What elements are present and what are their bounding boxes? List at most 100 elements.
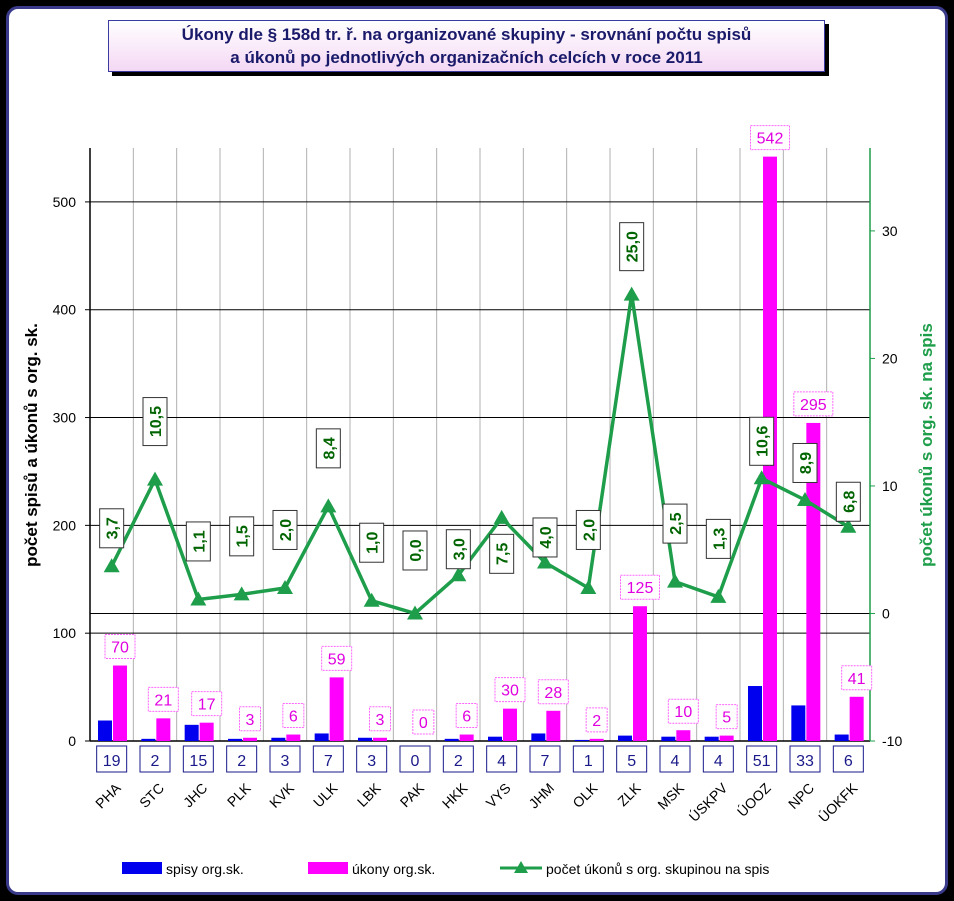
right-tick-label: 30 (882, 223, 898, 239)
ukony-label-box (369, 706, 391, 732)
ratio-marker (233, 586, 250, 601)
ratio-marker (103, 558, 120, 573)
spisy-value-label: 6 (844, 753, 853, 770)
ratio-value-label: 1,0 (365, 532, 382, 554)
bar-ukony (459, 734, 474, 741)
category-label: JHM (525, 780, 557, 812)
ukony-label-box (494, 677, 526, 703)
spisy-label-box (529, 745, 561, 773)
ukony-value-label: 542 (757, 131, 784, 148)
spisy-value-label: 2 (454, 753, 463, 770)
ukony-value-label: 295 (800, 397, 827, 414)
category-label: VYS (483, 780, 514, 811)
bar-ukony (156, 718, 171, 741)
category-label: ZLK (614, 779, 644, 809)
bar-ukony (589, 738, 604, 741)
ukony-value-label: 5 (722, 710, 731, 727)
bar-spisy (748, 686, 762, 741)
ratio-value-label: 6,8 (841, 491, 858, 513)
bar-ukony (719, 735, 734, 741)
category-label: LBK (354, 779, 384, 809)
bar-spisy (791, 705, 806, 741)
ukony-value-label: 59 (328, 651, 346, 668)
ratio-value-label: 2,0 (278, 519, 295, 541)
spisy-value-label: 4 (671, 753, 680, 770)
category-label: KVK (266, 779, 298, 811)
ukony-label-box (282, 703, 305, 729)
spisy-value-label: 4 (714, 753, 723, 770)
category-label: PAK (397, 779, 428, 810)
ukony-label-box (455, 703, 478, 729)
left-tick-label: 100 (53, 625, 77, 641)
ratio-marker (147, 471, 163, 486)
ratio-marker (363, 592, 380, 607)
category-label: ULK (310, 779, 341, 810)
ratio-value-label: 1,5 (235, 525, 252, 547)
left-axis-title: počet spisů a úkonů s org. sk. (22, 323, 41, 567)
spisy-value-label: 3 (281, 753, 290, 770)
bar-spisy (574, 739, 589, 741)
ratio-label-box (402, 530, 428, 571)
ratio-label-box (272, 509, 298, 550)
spisy-label-box (139, 745, 171, 773)
ukony-value-label: 2 (592, 713, 601, 730)
spisy-label-box (312, 745, 344, 773)
ratio-label-box (489, 533, 515, 574)
spisy-value-label: 15 (189, 753, 207, 770)
ratio-marker (450, 567, 467, 582)
spisy-value-label: 1 (584, 753, 593, 770)
bar-ukony (286, 734, 301, 741)
ratio-marker (493, 509, 510, 524)
bar-spisy (184, 724, 199, 741)
bar-spisy (358, 737, 372, 741)
bar-spisy (141, 738, 156, 741)
spisy-label-box (832, 745, 864, 773)
spisy-label-box (356, 745, 388, 773)
ratio-value-label: 2,0 (581, 519, 598, 541)
ratio-label-box (662, 503, 688, 544)
left-tick-label: 0 (68, 733, 76, 749)
spisy-label-box (702, 745, 734, 773)
legend-label-ukony: úkony org.sk. (352, 861, 435, 877)
ukony-label-box (750, 125, 790, 151)
category-label: PHA (92, 779, 124, 811)
bar-ukony (546, 710, 561, 741)
spisy-label-box (442, 745, 474, 773)
legend-swatch-ukony (308, 862, 348, 874)
ukony-value-label: 6 (289, 709, 298, 726)
spisy-value-label: 2 (151, 753, 160, 770)
spisy-label-box (269, 745, 301, 773)
ukony-value-label: 6 (462, 709, 471, 726)
category-label: NPC (785, 780, 817, 812)
spisy-label-box (486, 745, 518, 773)
bar-spisy (271, 737, 286, 741)
ratio-marker (277, 579, 293, 594)
ratio-value-label: 2,5 (668, 512, 685, 534)
bar-spisy (488, 736, 502, 741)
category-label: PLK (224, 779, 254, 809)
ukony-value-label: 30 (501, 683, 519, 700)
category-label: ÚSKPV (686, 779, 731, 824)
legend-swatch-spisy (122, 862, 162, 874)
ratio-value-label: 0,0 (408, 539, 425, 561)
spisy-label-box (616, 745, 648, 773)
ratio-label-box (835, 481, 861, 522)
bar-spisy (444, 738, 459, 741)
ratio-label-box (705, 518, 731, 559)
ratio-value-label: 8,9 (798, 452, 815, 474)
ukony-label-box (147, 686, 179, 712)
ratio-value-label: 1,3 (711, 528, 728, 550)
ratio-label-box (185, 521, 211, 562)
ratio-value-label: 10,5 (148, 406, 165, 437)
chart-title: Úkony dle § 158d tr. ř. na organizované … (108, 20, 825, 72)
bar-ukony (676, 730, 691, 741)
bar-ukony (199, 722, 214, 741)
ratio-marker (797, 491, 813, 506)
spisy-label-box (746, 745, 778, 773)
bar-spisy (618, 735, 632, 741)
spisy-value-label: 2 (237, 753, 246, 770)
category-label: MSK (654, 779, 687, 812)
spisy-value-label: 3 (367, 753, 376, 770)
ukony-label-box (191, 691, 223, 717)
